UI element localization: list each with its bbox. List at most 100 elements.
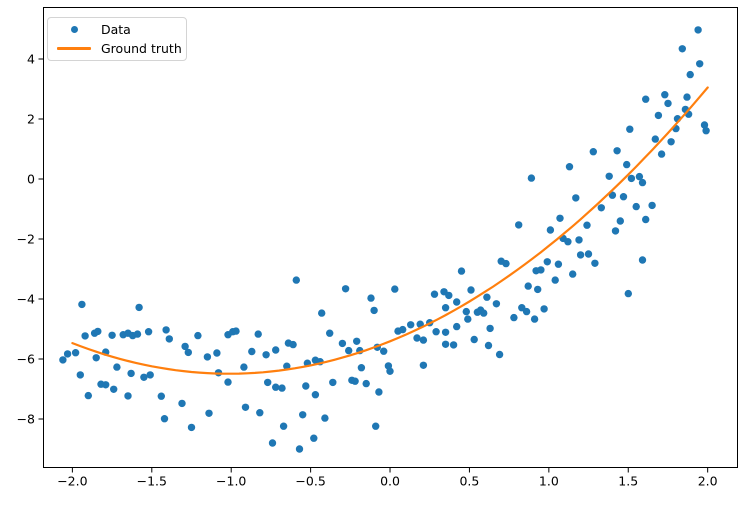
- data-point: [419, 336, 428, 344]
- data-marker-icon: [70, 26, 78, 33]
- axes-frame: [43, 7, 738, 468]
- data-point: [638, 256, 647, 264]
- data-point: [367, 294, 375, 302]
- x-tick-label: 1.0: [539, 474, 559, 489]
- plot-area: [43, 7, 738, 468]
- data-point: [642, 95, 650, 103]
- data-point: [613, 147, 621, 155]
- data-point: [232, 327, 240, 335]
- data-point: [575, 236, 583, 244]
- data-point: [583, 221, 591, 229]
- data-point: [661, 91, 669, 99]
- x-tick-label: −0.5: [295, 474, 325, 489]
- data-point: [135, 303, 143, 312]
- data-point: [572, 194, 580, 202]
- data-point: [184, 348, 192, 357]
- data-point: [102, 381, 110, 389]
- data-point: [310, 434, 318, 442]
- data-point: [484, 341, 493, 350]
- data-point: [554, 260, 563, 268]
- data-point: [686, 70, 694, 79]
- data-point: [351, 377, 359, 385]
- data-point: [283, 362, 291, 370]
- data-point: [605, 172, 613, 180]
- data-point: [144, 328, 153, 336]
- data-point: [240, 363, 248, 371]
- data-point: [345, 346, 353, 355]
- data-point: [483, 293, 491, 301]
- data-point: [626, 125, 634, 133]
- x-tick-label: 2.0: [698, 474, 718, 489]
- data-point: [611, 227, 620, 235]
- data-point: [642, 215, 650, 224]
- data-point: [486, 324, 494, 333]
- data-point: [464, 315, 472, 323]
- data-point: [546, 226, 555, 234]
- ground-truth-curve: [71, 86, 709, 375]
- data-point: [113, 363, 121, 371]
- data-point: [187, 423, 196, 432]
- data-point: [657, 150, 666, 158]
- data-point: [302, 382, 310, 390]
- data-point: [470, 335, 478, 344]
- data-point: [338, 339, 347, 348]
- data-point: [205, 409, 213, 417]
- data-point: [569, 270, 577, 278]
- data-point: [627, 174, 636, 183]
- legend-label-ground-truth: Ground truth: [101, 41, 182, 56]
- data-point: [556, 214, 564, 222]
- y-tick-label: 2: [27, 111, 35, 126]
- data-point: [311, 391, 320, 399]
- data-point: [262, 351, 270, 359]
- data-point: [181, 342, 189, 351]
- data-point: [341, 285, 350, 293]
- data-point: [534, 285, 542, 294]
- data-point: [457, 267, 466, 275]
- data-point: [480, 309, 488, 317]
- data-point: [694, 26, 702, 34]
- data-point: [279, 422, 288, 430]
- data-point: [81, 332, 89, 340]
- data-point: [632, 202, 640, 211]
- data-point: [527, 174, 536, 182]
- data-point: [623, 160, 631, 169]
- data-point: [278, 384, 286, 392]
- data-point: [399, 325, 407, 334]
- data-point: [495, 350, 504, 359]
- data-point: [84, 391, 93, 400]
- x-tick-label: −2.0: [57, 474, 87, 489]
- y-tick-label: −6: [17, 351, 35, 366]
- data-point: [127, 369, 135, 378]
- data-point: [318, 309, 326, 317]
- data-point: [540, 305, 548, 313]
- ground-truth-line-icon: [57, 47, 91, 50]
- data-point: [589, 148, 597, 156]
- data-point: [391, 285, 399, 293]
- legend-swatch: [57, 47, 91, 50]
- data-point: [124, 392, 132, 400]
- data-point: [203, 353, 212, 361]
- data-point: [140, 373, 148, 381]
- y-tick-label: 0: [27, 171, 35, 186]
- data-point: [564, 238, 572, 246]
- data-point: [157, 392, 165, 400]
- data-point: [254, 330, 262, 338]
- data-point: [651, 135, 659, 143]
- data-point: [362, 379, 370, 388]
- data-point: [648, 201, 656, 210]
- data-point: [353, 337, 361, 345]
- data-point: [441, 340, 450, 348]
- data-point: [524, 282, 532, 290]
- data-point: [502, 259, 510, 268]
- data-point: [510, 313, 518, 322]
- data-point: [256, 409, 264, 417]
- data-point: [289, 340, 297, 349]
- legend-entry-data: Data: [48, 20, 186, 39]
- data-point: [584, 250, 593, 258]
- data-point: [178, 399, 186, 408]
- data-point: [110, 385, 118, 393]
- data-point: [165, 335, 173, 343]
- x-tick-label: 1.5: [618, 474, 638, 489]
